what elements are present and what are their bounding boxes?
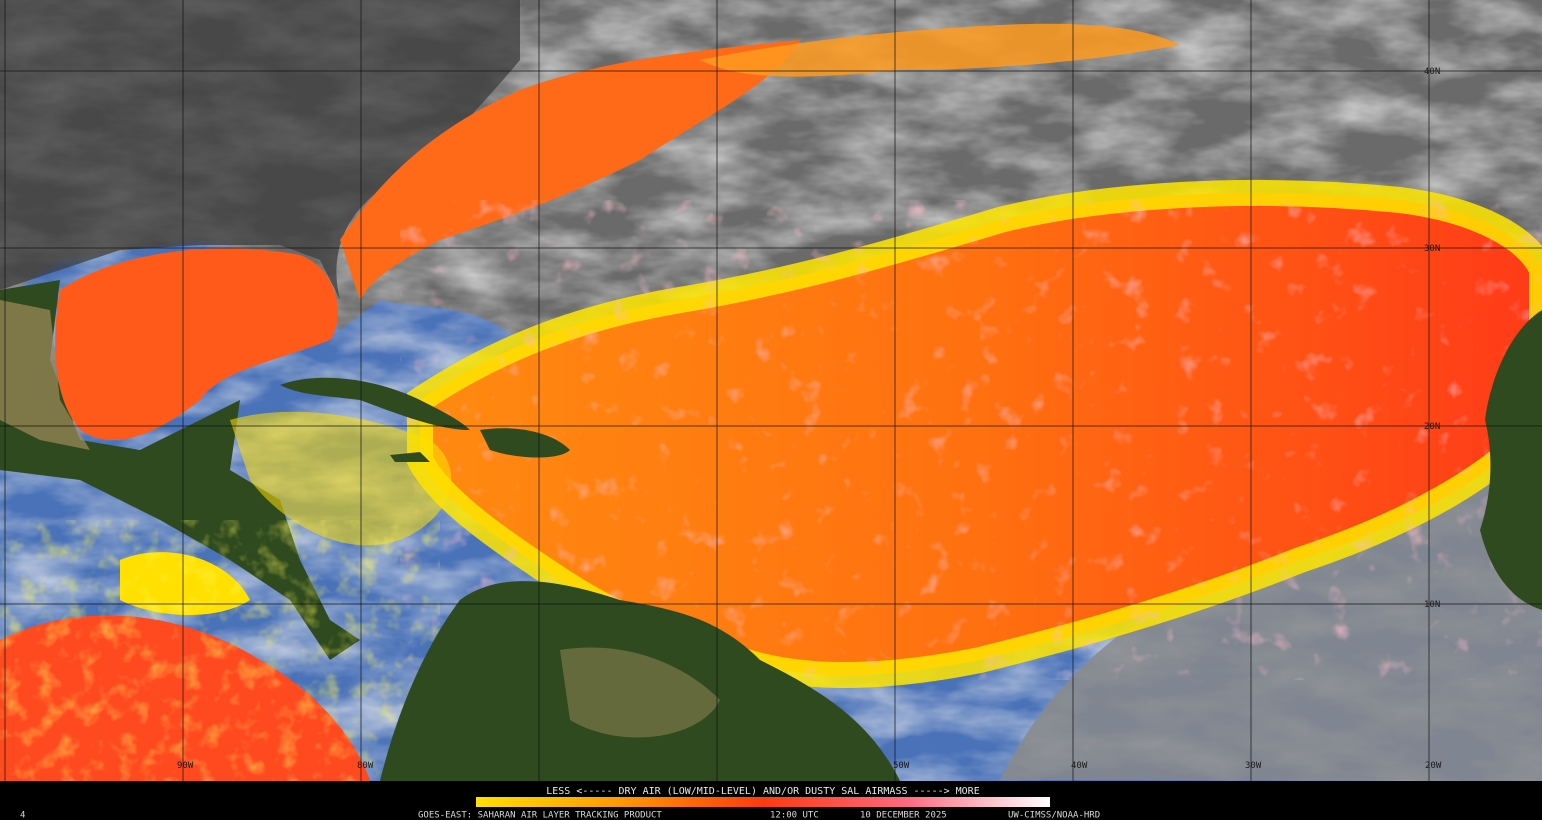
land-hispaniola [480, 428, 570, 458]
sal-north [700, 23, 1180, 77]
latitude-label: 30N [1424, 244, 1440, 254]
sal-east-coast [340, 40, 800, 300]
longitude-label: 80W [357, 761, 374, 771]
speckle [0, 520, 440, 781]
color-bar [476, 797, 1050, 807]
sal-caribbean [230, 411, 452, 546]
latitude-label: 20N [1424, 422, 1440, 432]
land-cuba [280, 377, 470, 430]
longitude-label: 20W [1425, 761, 1442, 771]
longitude-label: 90W [177, 761, 194, 771]
imagery: 40N 30N 20N 10N 90W 80W 50W 40W 30W 20W [0, 0, 1542, 781]
sal-gulf [55, 248, 338, 440]
time: 12:00 UTC [770, 811, 819, 820]
longitude-label: 30W [1245, 761, 1262, 771]
land-north-america [0, 0, 520, 300]
land-africa [1480, 310, 1542, 610]
land-jamaica [390, 452, 430, 462]
frame-number: 4 [20, 811, 25, 820]
legend-caption: LESS <----- DRY AIR (LOW/MID-LEVEL) AND/… [546, 786, 979, 797]
product-name: GOES-EAST: SAHARAN AIR LAYER TRACKING PR… [418, 811, 662, 820]
latitude-label: 40N [1424, 67, 1440, 77]
graticule: 40N 30N 20N 10N 90W 80W 50W 40W 30W 20W [0, 0, 1542, 781]
land-desert [0, 300, 90, 450]
land-highlands [560, 647, 720, 738]
latitude-label: 10N [1424, 600, 1440, 610]
longitude-label: 50W [893, 761, 910, 771]
date: 10 DECEMBER 2025 [860, 811, 947, 820]
credit: UW-CIMSS/NOAA-HRD [1008, 811, 1100, 820]
longitude-label: 40W [1071, 761, 1088, 771]
